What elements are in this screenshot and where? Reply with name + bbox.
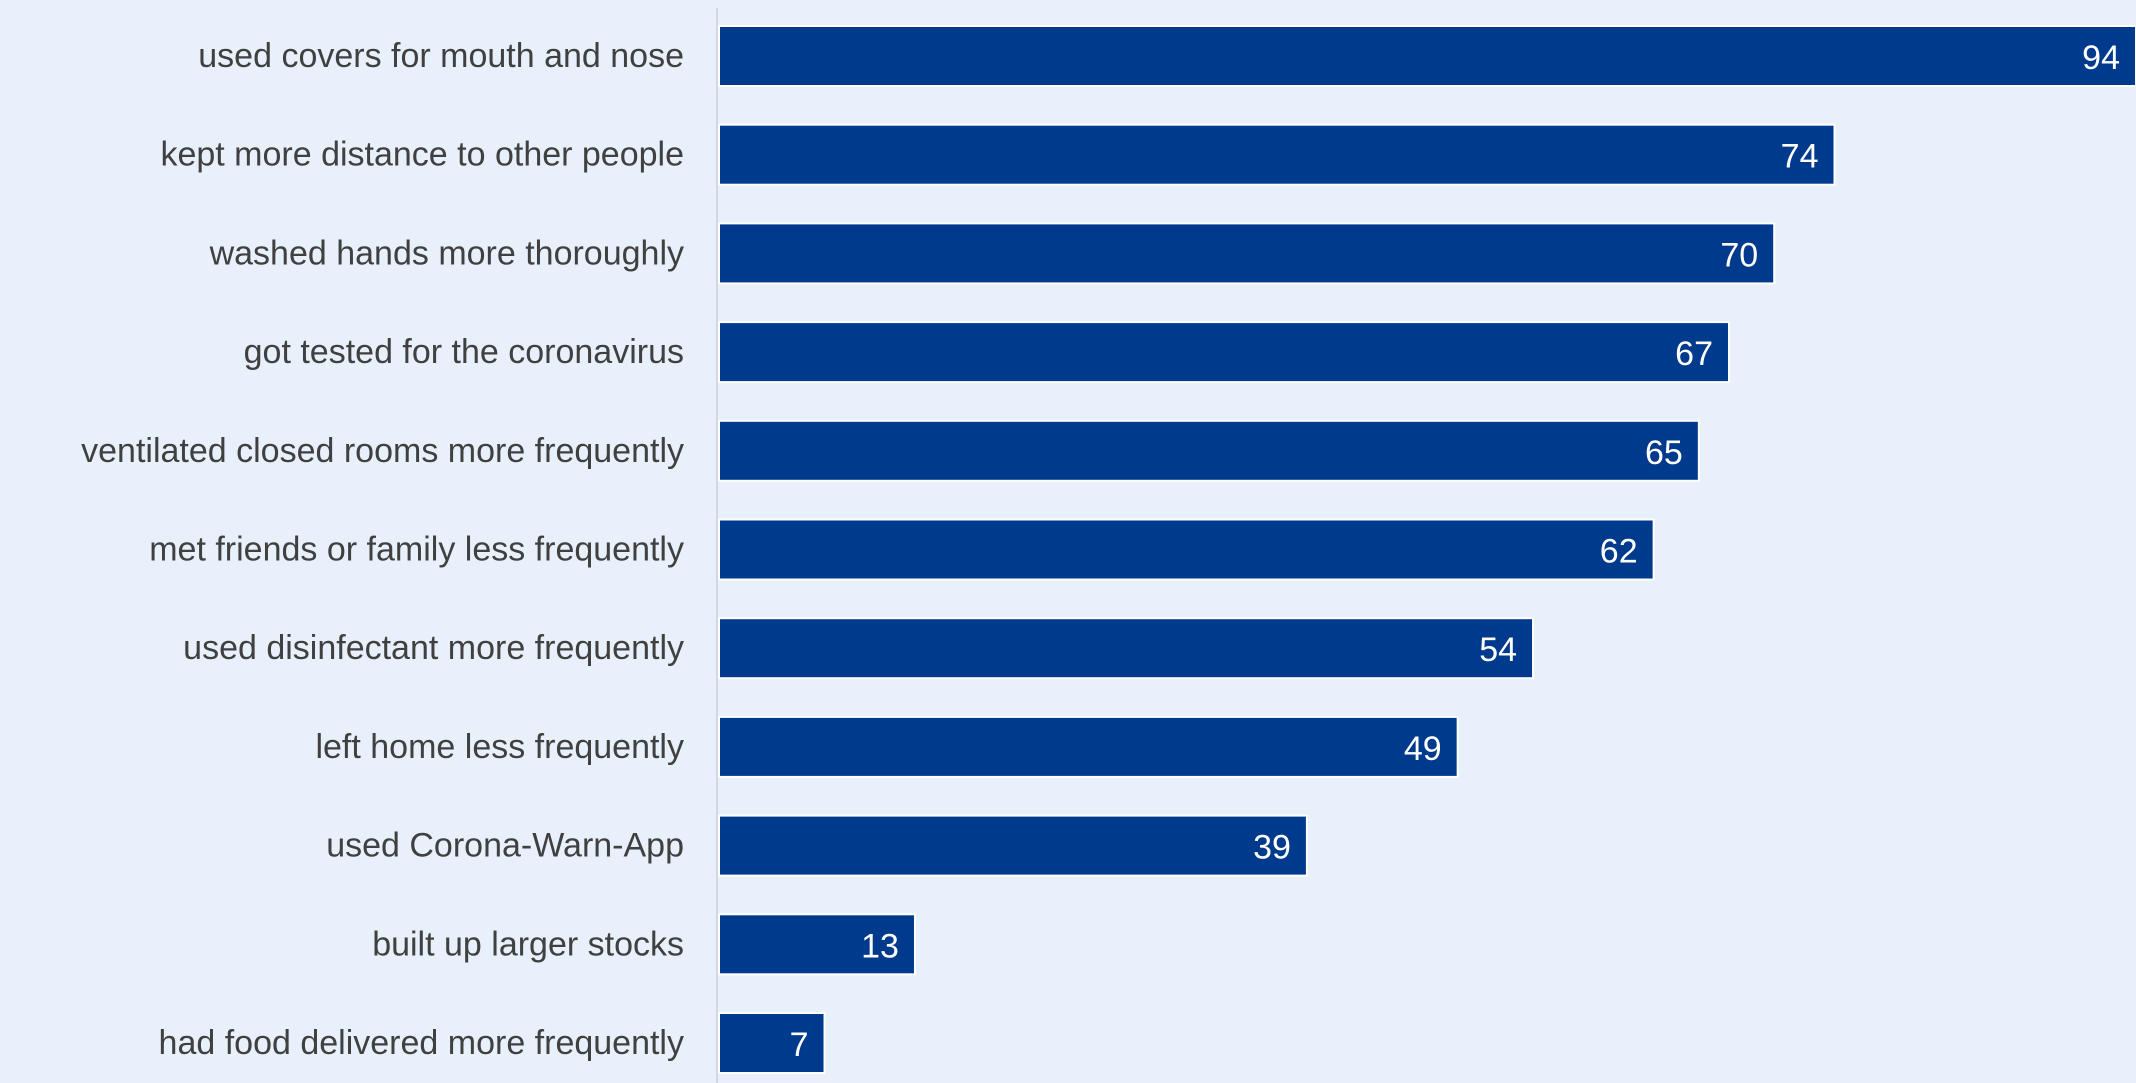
category-label: had food delivered more frequently xyxy=(159,1024,684,1062)
value-label: 13 xyxy=(861,927,899,965)
bar xyxy=(719,223,1774,283)
bar xyxy=(719,26,2136,86)
bar xyxy=(719,125,1835,185)
value-label: 39 xyxy=(1253,829,1291,867)
bar xyxy=(719,322,1729,382)
value-label: 94 xyxy=(2082,39,2120,77)
bar xyxy=(719,618,1533,678)
value-label: 49 xyxy=(1404,730,1442,768)
bar xyxy=(719,1013,825,1073)
value-label: 7 xyxy=(790,1026,809,1064)
value-label: 62 xyxy=(1600,533,1638,571)
value-label: 54 xyxy=(1479,631,1517,669)
category-label: kept more distance to other people xyxy=(160,136,684,174)
category-label: got tested for the coronavirus xyxy=(244,333,684,371)
category-label: used disinfectant more frequently xyxy=(183,629,684,667)
category-label: used Corona-Warn-App xyxy=(326,827,684,865)
category-label: used covers for mouth and nose xyxy=(198,37,684,75)
bar xyxy=(719,520,1654,580)
category-label: washed hands more thoroughly xyxy=(209,234,684,272)
value-label: 67 xyxy=(1675,335,1713,373)
category-label: built up larger stocks xyxy=(372,925,684,963)
category-label: met friends or family less frequently xyxy=(149,531,684,569)
category-label: left home less frequently xyxy=(315,728,684,766)
value-label: 74 xyxy=(1781,138,1819,176)
value-label: 65 xyxy=(1645,434,1683,472)
value-label: 70 xyxy=(1720,236,1758,274)
bar xyxy=(719,717,1458,777)
bar xyxy=(719,816,1307,876)
bar xyxy=(719,421,1699,481)
category-label: ventilated closed rooms more frequently xyxy=(81,432,684,470)
